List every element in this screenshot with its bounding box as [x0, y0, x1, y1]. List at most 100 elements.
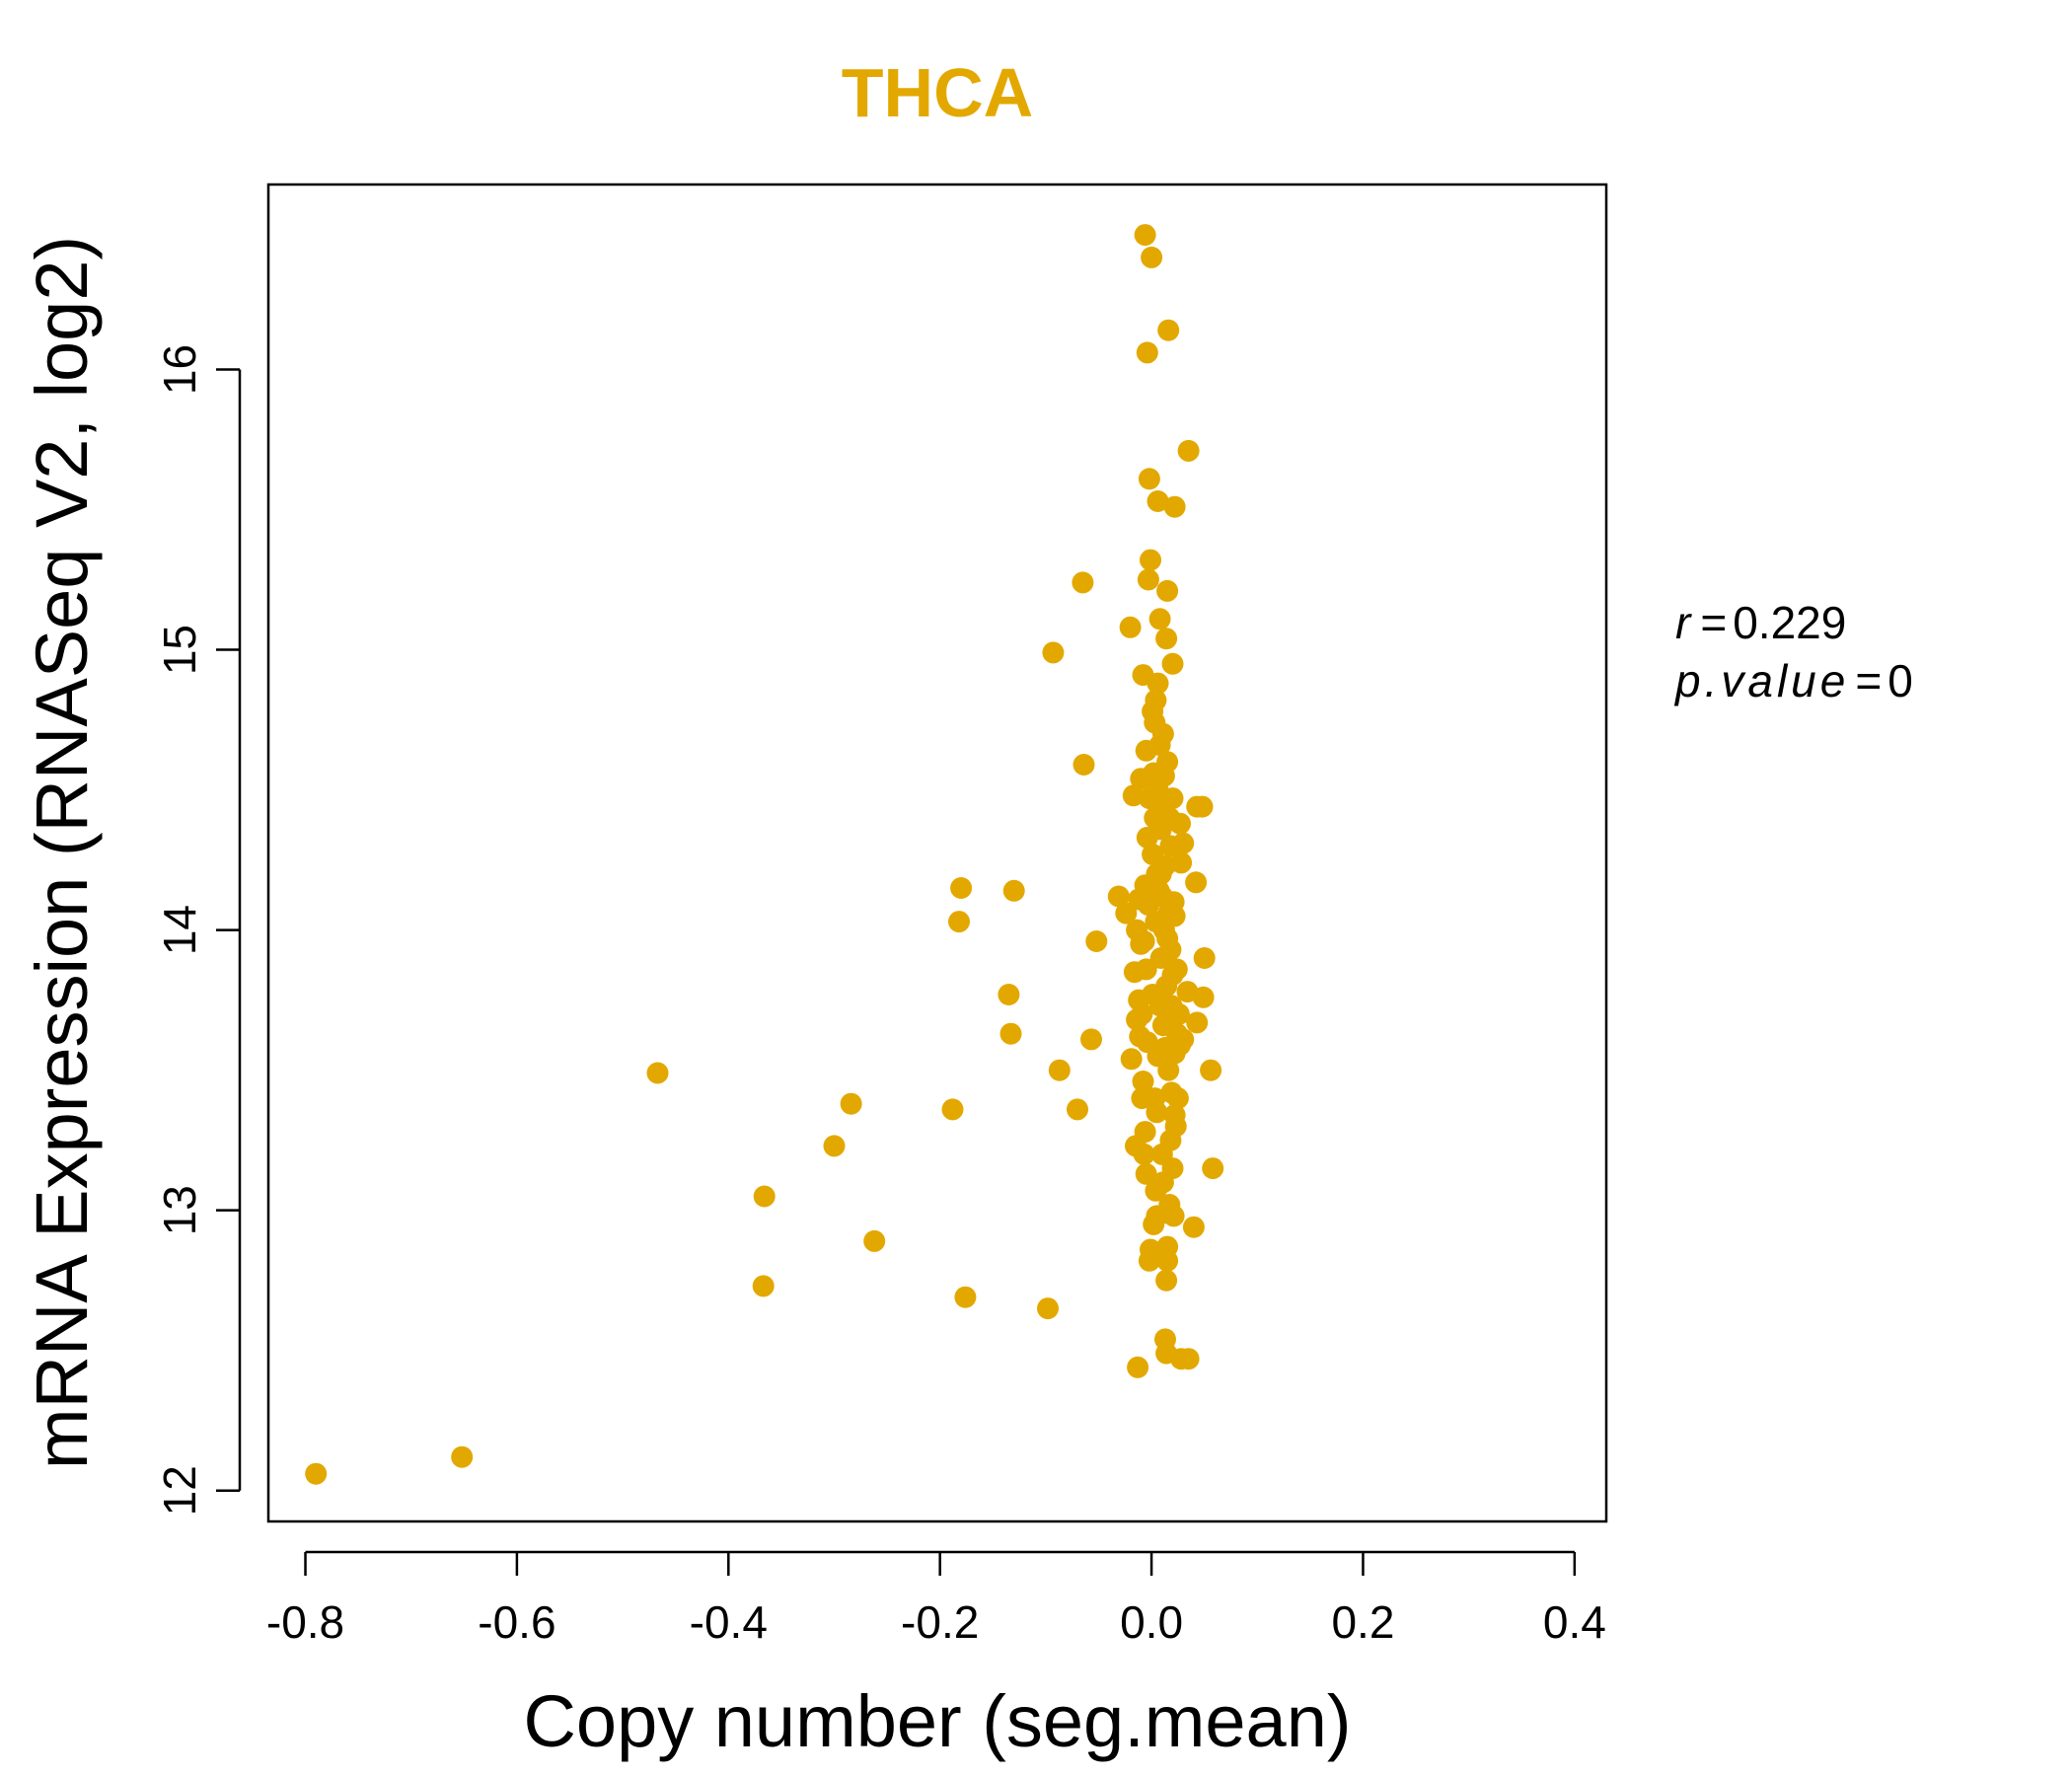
data-point: [1177, 439, 1200, 462]
data-point: [1158, 1194, 1181, 1216]
data-point: [1120, 1048, 1143, 1071]
data-point: [1133, 1143, 1155, 1165]
data-point: [950, 877, 973, 899]
data-point: [1140, 1238, 1161, 1261]
data-point: [1156, 927, 1179, 950]
data-point: [1156, 579, 1179, 602]
data-point: [1140, 549, 1161, 571]
data-point: [646, 1062, 669, 1084]
data-point: [1202, 1157, 1224, 1180]
data-point: [1186, 1011, 1209, 1034]
data-point: [1191, 795, 1214, 818]
data-point: [451, 1445, 474, 1468]
correlation-r-value: 0.229: [1733, 597, 1846, 648]
y-axis: 12 13 14 15 16: [154, 344, 242, 1516]
p-value: p.value = 0: [1673, 655, 1913, 706]
data-point: [1048, 1059, 1071, 1081]
correlation-r-label: r: [1675, 597, 1692, 648]
data-point: [1115, 902, 1138, 925]
data-point: [840, 1092, 862, 1115]
data-point: [1158, 807, 1181, 829]
data-point: [305, 1462, 328, 1485]
data-point: [1147, 672, 1169, 695]
data-point: [1159, 835, 1182, 857]
data-point: [1200, 1059, 1222, 1081]
data-point: [1182, 1216, 1205, 1238]
data-point: [1126, 919, 1148, 941]
data-point: [948, 911, 970, 933]
data-point: [1131, 1087, 1153, 1110]
data-point: [1152, 765, 1175, 787]
x-tick-label: -0.2: [901, 1596, 979, 1648]
data-point: [753, 1185, 776, 1208]
data-point: [1123, 961, 1146, 984]
data-point: [1127, 1356, 1149, 1378]
data-point: [1150, 885, 1173, 908]
data-point: [1042, 641, 1065, 664]
data-point: [1157, 319, 1180, 341]
data-point: [1165, 958, 1188, 981]
x-tick-label: 0.2: [1331, 1596, 1394, 1648]
data-point: [1080, 1028, 1102, 1051]
data-point: [752, 1275, 775, 1297]
x-tick-label: 0.0: [1120, 1596, 1183, 1648]
data-point: [1164, 1115, 1187, 1138]
data-point: [1146, 1101, 1168, 1124]
data-point: [941, 1098, 964, 1121]
data-point: [1002, 879, 1025, 902]
data-point: [1107, 885, 1130, 908]
data-point: [1072, 571, 1094, 594]
data-point: [1146, 862, 1168, 885]
data-point: [1148, 734, 1171, 757]
data-point: [1154, 1328, 1176, 1351]
data-point: [1154, 1036, 1176, 1059]
x-tick-label: -0.6: [478, 1596, 555, 1648]
y-tick-label: 13: [154, 1185, 205, 1235]
data-point: [1161, 652, 1184, 675]
y-tick-label: 14: [154, 905, 205, 955]
y-axis-title: mRNA Expression (RNASeq V2, log2): [21, 236, 103, 1469]
data-point: [1148, 608, 1171, 630]
x-axis: -0.8 -0.6 -0.4 -0.2 0.0 0.2 0.4: [266, 1550, 1606, 1648]
data-point: [1142, 701, 1164, 722]
data-point: [1119, 616, 1142, 638]
data-point: [1185, 871, 1208, 894]
x-tick-label: 0.4: [1543, 1596, 1606, 1648]
y-tick-label: 16: [154, 344, 205, 395]
y-tick-label: 12: [154, 1465, 205, 1516]
plot-frame: [266, 183, 1608, 1523]
data-point: [1141, 246, 1163, 268]
data-points: [305, 224, 1224, 1485]
data-point: [1148, 995, 1171, 1017]
data-point: [1166, 1087, 1189, 1110]
p-value-label: p.value: [1673, 655, 1849, 706]
data-point: [823, 1135, 846, 1157]
data-point: [1132, 1071, 1154, 1092]
data-point: [1134, 224, 1156, 247]
data-point: [1156, 1235, 1179, 1258]
x-tick-label: -0.8: [266, 1596, 344, 1648]
data-point: [1176, 981, 1199, 1003]
x-tick-label: -0.4: [690, 1596, 768, 1648]
data-point: [1085, 930, 1108, 952]
data-point: [1177, 1348, 1200, 1370]
data-point: [1193, 947, 1216, 969]
data-point: [1129, 1025, 1151, 1048]
data-point: [1163, 905, 1186, 927]
y-tick-label: 15: [154, 625, 205, 675]
data-point: [954, 1286, 977, 1308]
correlation-r: r = 0.229: [1675, 597, 1846, 648]
data-point: [1128, 989, 1150, 1011]
chart-title: THCA: [842, 54, 1033, 131]
data-point: [1135, 1162, 1157, 1185]
data-point: [1137, 568, 1159, 591]
data-point: [1134, 1121, 1156, 1144]
data-point: [1136, 341, 1158, 364]
data-point: [1167, 1002, 1190, 1025]
data-point: [1142, 843, 1164, 865]
data-point: [998, 984, 1020, 1005]
data-point: [1151, 1171, 1174, 1194]
data-point: [1073, 754, 1095, 776]
data-point: [1037, 1297, 1059, 1320]
